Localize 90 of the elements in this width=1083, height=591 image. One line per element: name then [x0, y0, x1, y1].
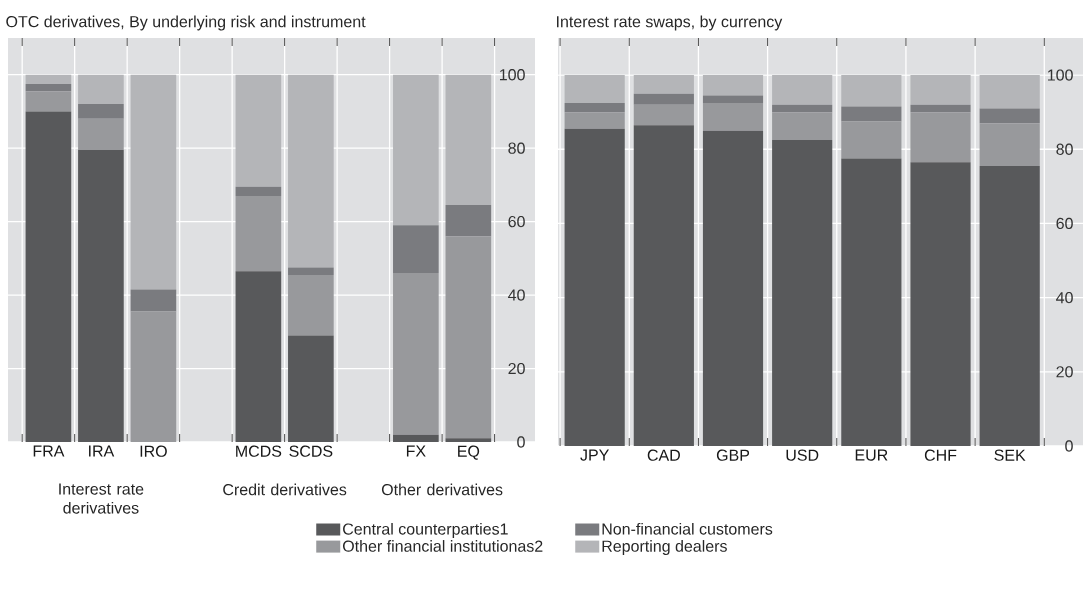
bar	[25, 91, 72, 112]
bar	[702, 95, 764, 103]
bar	[910, 75, 971, 105]
y-tick-label: 60	[508, 215, 525, 228]
bar	[393, 434, 439, 442]
text: Other derivatives	[381, 483, 503, 496]
bar	[772, 104, 833, 113]
legend-label: Reporting dealers	[602, 540, 727, 555]
bar	[772, 75, 833, 105]
bar	[235, 195, 282, 272]
bar	[633, 104, 694, 126]
bar	[702, 75, 764, 96]
bar	[78, 150, 124, 442]
bar	[702, 130, 764, 446]
x-tick-label: GBP	[716, 449, 750, 461]
bar	[288, 274, 334, 336]
legend-label: Non-financial customers	[602, 522, 773, 535]
y-tick-label: 60	[1056, 217, 1073, 230]
bar	[979, 165, 1040, 446]
bar	[910, 162, 971, 446]
bar	[288, 74, 334, 268]
y-tick-label: 40	[508, 289, 525, 301]
bar	[445, 74, 492, 206]
bar	[564, 75, 625, 103]
bar	[633, 75, 694, 94]
x-tick-label: IRO	[140, 445, 167, 457]
y-tick-label: 100	[1048, 69, 1073, 81]
bar	[130, 289, 177, 312]
bar	[25, 111, 72, 442]
bar	[445, 236, 492, 439]
y-tick-label: 40	[1056, 291, 1073, 304]
bar	[979, 123, 1040, 166]
bar	[445, 438, 492, 442]
x-tick-label: CHF	[924, 449, 957, 461]
chart-title: Interest rate swaps, by currency	[557, 15, 783, 31]
bar	[393, 225, 439, 274]
x-tick-label: SEK	[994, 449, 1026, 461]
text: Interest rate derivatives	[59, 483, 144, 514]
bar	[702, 102, 764, 131]
bar	[564, 102, 625, 113]
bar	[564, 112, 625, 129]
bar	[633, 93, 694, 105]
bar	[445, 205, 492, 237]
bar	[288, 267, 334, 275]
bar	[772, 139, 833, 446]
bar	[235, 271, 282, 442]
bar	[841, 121, 902, 159]
bar	[235, 74, 282, 187]
bar	[78, 74, 124, 105]
x-tick-label: SCDS	[289, 445, 333, 457]
bar	[841, 158, 902, 446]
y-tick-label: 100	[500, 69, 525, 81]
y-tick-label: 80	[508, 142, 525, 154]
bar	[841, 75, 902, 107]
x-tick-label: CAD	[647, 449, 680, 461]
x-tick-label: MCDS	[236, 445, 282, 457]
bar	[78, 118, 124, 151]
bar	[841, 106, 902, 122]
bar	[910, 112, 971, 163]
bar	[979, 75, 1040, 109]
bar	[235, 186, 282, 196]
bar	[393, 273, 439, 435]
bar	[393, 74, 439, 226]
bar	[633, 125, 694, 446]
x-tick-label: FX	[406, 445, 426, 457]
chart-title: OTC derivatives, By underlying risk and instrument	[6, 15, 366, 31]
bar	[25, 83, 72, 92]
bar	[979, 108, 1040, 124]
x-tick-label: FRA	[33, 445, 65, 457]
x-tick-label: JPY	[580, 449, 609, 461]
bar	[130, 74, 177, 290]
bar	[130, 311, 177, 442]
y-tick-label: 0	[517, 436, 525, 448]
bar	[78, 104, 124, 119]
bar	[288, 335, 334, 442]
legend-label: Central counterparties1	[343, 522, 508, 538]
x-tick-label: EUR	[855, 449, 888, 461]
x-tick-label: IRA	[89, 445, 115, 457]
bar	[772, 112, 833, 140]
bar	[564, 128, 625, 446]
bar	[910, 104, 971, 113]
x-tick-label: EQ	[458, 445, 480, 460]
y-tick-label: 20	[1056, 366, 1073, 378]
y-tick-label: 20	[508, 362, 525, 375]
x-tick-label: USD	[786, 449, 819, 461]
bar	[25, 74, 72, 84]
y-tick-label: 80	[1056, 143, 1073, 155]
y-tick-label: 0	[1065, 440, 1073, 452]
legend-label: Other financial institutionas2	[342, 540, 543, 552]
text: Credit derivatives	[223, 483, 347, 496]
